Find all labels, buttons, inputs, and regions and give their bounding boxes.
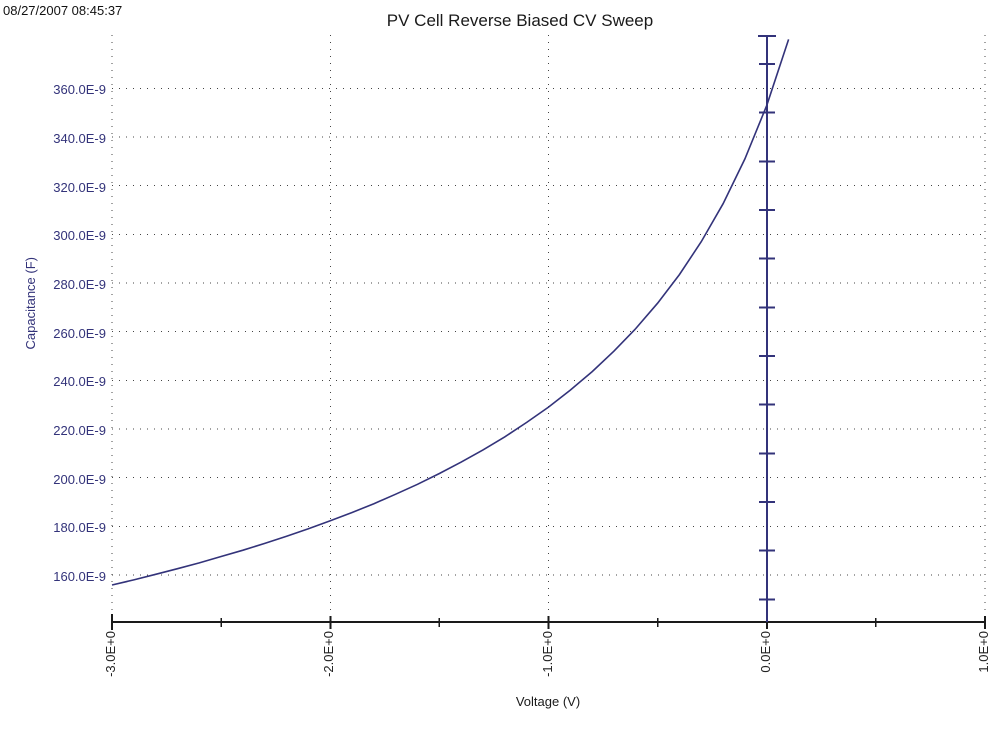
y-tick-label: 200.0E-9 [53, 471, 106, 487]
y-tick-label: 220.0E-9 [53, 423, 106, 438]
chart-title: PV Cell Reverse Biased CV Sweep [386, 11, 654, 30]
y-tick-label: 240.0E-9 [53, 374, 106, 390]
x-tick-label: -2.0E+0 [321, 631, 337, 677]
y-tick-label: 320.0E-9 [53, 179, 106, 195]
x-tick-label: 1.0E+0 [976, 631, 991, 673]
cv-curve [111, 39, 790, 586]
y-tick-label: 260.0E-9 [53, 325, 106, 341]
timestamp: 08/27/2007 08:45:37 [3, 3, 123, 18]
x-axis-title: Voltage (V) [515, 694, 581, 709]
y-tick-label: 360.0E-9 [53, 82, 106, 98]
y-axis-title: Capacitance (F) [23, 257, 38, 350]
y-tick-label: 280.0E-9 [53, 276, 106, 292]
x-tick-label: -3.0E+0 [103, 631, 118, 677]
y-tick-label: 160.0E-9 [53, 569, 106, 585]
y-tick-label: 340.0E-9 [53, 130, 106, 146]
x-tick-label: 0.0E+0 [757, 631, 773, 673]
y-tick-label: 300.0E-9 [53, 228, 106, 244]
y-tick-label: 180.0E-9 [53, 520, 106, 536]
x-tick-label: -1.0E+0 [539, 631, 555, 677]
